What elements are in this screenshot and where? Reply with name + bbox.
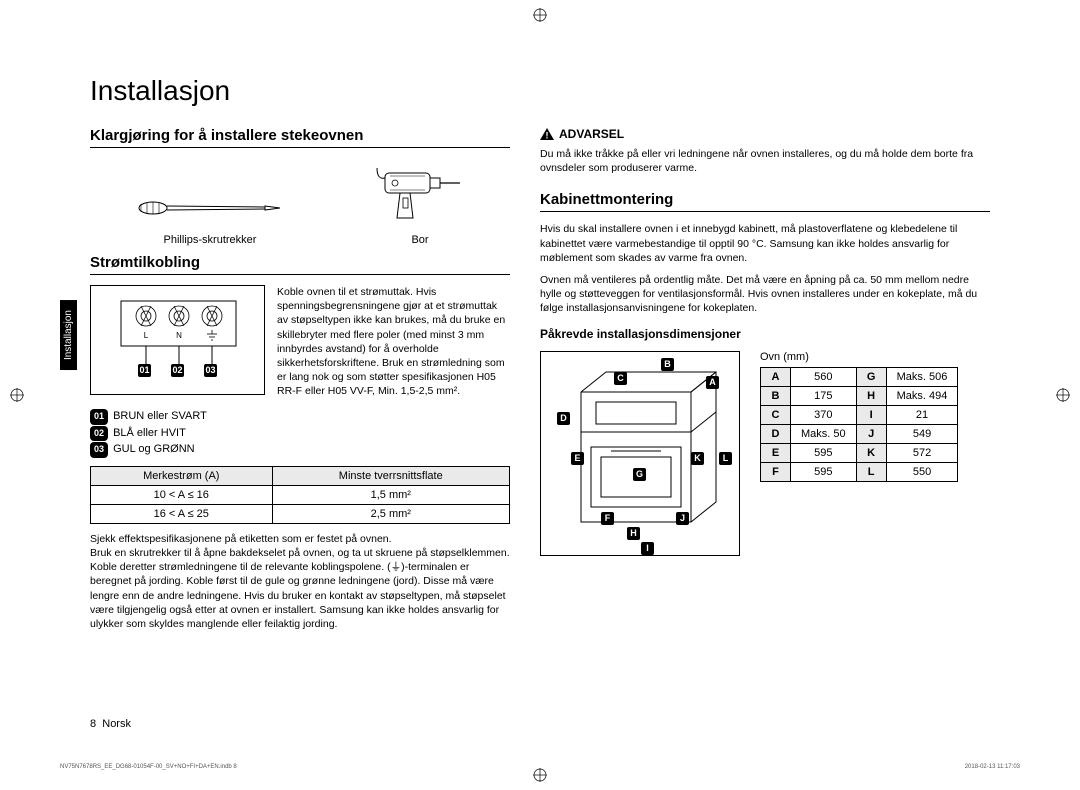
legend-badge-01: 01 xyxy=(90,409,108,425)
tool-drill-label: Bor xyxy=(375,234,465,246)
cabinet-heading: Kabinettmontering xyxy=(540,191,990,212)
dim-label-l: L xyxy=(719,452,732,465)
dim-label-h: H xyxy=(627,527,640,540)
dim-val-a: 560 xyxy=(791,368,857,387)
dim-label-c: C xyxy=(614,372,627,385)
tools-row: Phillips-skrutrekker Bor xyxy=(90,158,510,246)
dim-key-g: G xyxy=(856,368,886,387)
oven-diagram-caption: Ovn (mm) xyxy=(760,351,958,363)
wiring-diagram: L N 01 xyxy=(90,285,265,395)
terminal-n: N xyxy=(176,331,182,340)
dim-label-b: B xyxy=(661,358,674,371)
dim-val-c: 370 xyxy=(791,406,857,425)
prep-heading: Klargjøring for å installere stekeovnen xyxy=(90,127,510,148)
warning-text: Du må ikke tråkke på eller vri ledningen… xyxy=(540,147,990,175)
page-footer: 8 Norsk xyxy=(90,718,131,730)
legend-text-01: BRUN eller SVART xyxy=(113,410,207,422)
print-marker-left: NV75N7678RS_EE_DG68-01054F-00_SV+NO+FI+D… xyxy=(60,764,237,770)
dim-val-b: 175 xyxy=(791,387,857,406)
oven-diagram: B C A D E G K L F H I J xyxy=(540,351,740,556)
screwdriver-icon xyxy=(135,188,285,228)
dim-val-e: 595 xyxy=(791,444,857,463)
print-marker-right: 2018-02-13 11:17:03 xyxy=(965,764,1020,770)
page-number: 8 xyxy=(90,718,96,730)
dimensions-subheading: Påkrevde installasjonsdimensjoner xyxy=(540,327,990,341)
current-table-h2: Minste tverrsnittsflate xyxy=(272,466,509,485)
current-table-r1c2: 1,5 mm² xyxy=(272,485,509,504)
dim-val-i: 21 xyxy=(886,406,958,425)
dim-val-g: Maks. 506 xyxy=(886,368,958,387)
warning-heading: ! ADVARSEL xyxy=(540,127,990,141)
dim-val-d: Maks. 50 xyxy=(791,425,857,444)
warning-icon: ! xyxy=(540,128,554,140)
dim-val-k: 572 xyxy=(886,444,958,463)
dim-label-e: E xyxy=(571,452,584,465)
tool-screwdriver-label: Phillips-skrutrekker xyxy=(135,234,285,246)
legend-badge-02: 02 xyxy=(90,426,108,442)
legend-text-03: GUL og GRØNN xyxy=(113,443,195,455)
drill-icon xyxy=(375,158,465,228)
current-table-h1: Merkestrøm (A) xyxy=(91,466,273,485)
power-paragraph: Koble ovnen til et strømuttak. Hvis spen… xyxy=(277,285,510,398)
dim-val-h: Maks. 494 xyxy=(886,387,958,406)
dim-label-a: A xyxy=(706,376,719,389)
dim-key-e: E xyxy=(761,444,791,463)
registration-mark-bottom xyxy=(533,768,547,782)
dim-key-f: F xyxy=(761,463,791,482)
dim-label-j: J xyxy=(676,512,689,525)
dim-val-f: 595 xyxy=(791,463,857,482)
dim-key-d: D xyxy=(761,425,791,444)
cabinet-para-2: Ovnen må ventileres på ordentlig måte. D… xyxy=(540,273,990,316)
dim-label-f: F xyxy=(601,512,614,525)
svg-text:!: ! xyxy=(546,131,549,141)
registration-mark-left xyxy=(10,388,24,402)
right-column: ! ADVARSEL Du må ikke tråkke på eller vr… xyxy=(540,127,990,631)
left-column: Klargjøring for å installere stekeovnen … xyxy=(90,127,510,631)
tool-screwdriver: Phillips-skrutrekker xyxy=(135,188,285,246)
registration-mark-right xyxy=(1056,388,1070,402)
wiring-badge-03: 03 xyxy=(204,364,217,377)
dim-label-g: G xyxy=(633,468,646,481)
dim-label-i: I xyxy=(641,542,654,555)
dim-label-d: D xyxy=(557,412,570,425)
dim-key-l: L xyxy=(856,463,886,482)
side-tab: Installasjon xyxy=(60,300,77,370)
dim-key-i: I xyxy=(856,406,886,425)
dim-val-l: 550 xyxy=(886,463,958,482)
tool-drill: Bor xyxy=(375,158,465,246)
legend-text-02: BLÅ eller HVIT xyxy=(113,427,186,439)
warning-label: ADVARSEL xyxy=(559,127,624,141)
page-title: Installasjon xyxy=(90,75,990,107)
dim-key-b: B xyxy=(761,387,791,406)
dim-key-a: A xyxy=(761,368,791,387)
page-content: Installasjon Klargjøring for å installer… xyxy=(90,75,990,631)
terminal-l: L xyxy=(144,331,149,340)
dim-val-j: 549 xyxy=(886,425,958,444)
dim-label-k: K xyxy=(691,452,704,465)
current-table-r2c2: 2,5 mm² xyxy=(272,504,509,523)
wire-legend: 01 BRUN eller SVART 02 BLÅ eller HVIT 03… xyxy=(90,408,510,458)
registration-mark-top xyxy=(533,8,547,22)
dim-key-h: H xyxy=(856,387,886,406)
wiring-badge-02: 02 xyxy=(171,364,184,377)
dim-key-c: C xyxy=(761,406,791,425)
power-heading: Strømtilkobling xyxy=(90,254,510,275)
dimensions-table: A 560 G Maks. 506 B 175 H Maks. 494 xyxy=(760,367,958,482)
current-table-r1c1: 10 < A ≤ 16 xyxy=(91,485,273,504)
current-table-r2c1: 16 < A ≤ 25 xyxy=(91,504,273,523)
current-table: Merkestrøm (A) Minste tverrsnittsflate 1… xyxy=(90,466,510,524)
page-language: Norsk xyxy=(102,718,131,730)
dim-key-k: K xyxy=(856,444,886,463)
wiring-badge-01: 01 xyxy=(138,364,151,377)
dim-key-j: J xyxy=(856,425,886,444)
cabinet-para-1: Hvis du skal installere ovnen i et inneb… xyxy=(540,222,990,265)
legend-badge-03: 03 xyxy=(90,442,108,458)
power-paragraph-2: Sjekk effektspesifikasjonene på etikette… xyxy=(90,532,510,631)
